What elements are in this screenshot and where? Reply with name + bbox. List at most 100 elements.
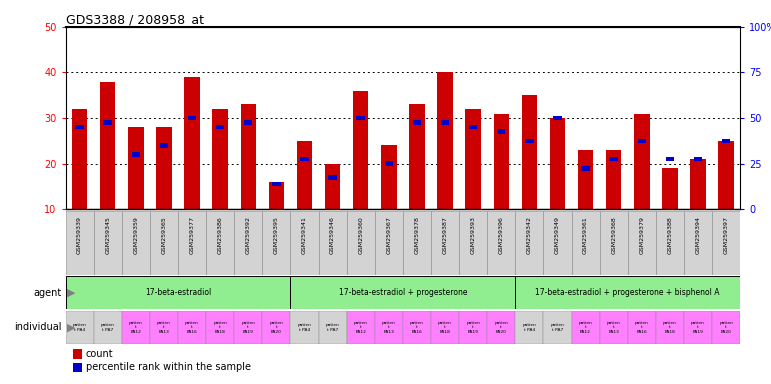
- Text: GSM259387: GSM259387: [443, 216, 447, 254]
- Bar: [188, 116, 197, 120]
- Bar: [178, 211, 206, 275]
- Bar: [719, 141, 734, 255]
- Text: patien
t
PA20: patien t PA20: [494, 321, 508, 334]
- Text: patien
t PA4: patien t PA4: [72, 323, 86, 332]
- Bar: [150, 311, 178, 344]
- Bar: [525, 139, 534, 143]
- Bar: [72, 109, 87, 255]
- Bar: [634, 114, 649, 255]
- Text: percentile rank within the sample: percentile rank within the sample: [86, 362, 251, 372]
- Bar: [437, 73, 453, 255]
- Bar: [656, 211, 684, 275]
- Text: GSM259365: GSM259365: [161, 216, 167, 254]
- Bar: [178, 311, 206, 344]
- Bar: [93, 311, 122, 344]
- Text: individual: individual: [14, 322, 62, 333]
- Bar: [628, 211, 656, 275]
- Text: GSM259345: GSM259345: [105, 216, 110, 254]
- Bar: [571, 311, 600, 344]
- Bar: [93, 211, 122, 275]
- Text: GSM259379: GSM259379: [639, 216, 645, 254]
- Bar: [690, 159, 705, 255]
- Text: GSM259339: GSM259339: [77, 216, 82, 254]
- Bar: [694, 157, 702, 161]
- Text: patien
t
PA19: patien t PA19: [691, 321, 705, 334]
- Text: 17-beta-estradiol + progesterone + bisphenol A: 17-beta-estradiol + progesterone + bisph…: [536, 288, 720, 297]
- Bar: [132, 152, 140, 157]
- Text: GSM259396: GSM259396: [499, 216, 503, 254]
- Text: patien
t
PA19: patien t PA19: [466, 321, 480, 334]
- Text: ▶: ▶: [67, 322, 76, 333]
- Bar: [466, 109, 481, 255]
- Bar: [375, 211, 402, 275]
- Bar: [544, 211, 571, 275]
- Bar: [297, 141, 312, 255]
- Text: GSM259368: GSM259368: [611, 216, 616, 254]
- Bar: [160, 143, 168, 148]
- Bar: [328, 175, 337, 180]
- Bar: [493, 114, 509, 255]
- Bar: [712, 311, 740, 344]
- Bar: [244, 120, 252, 125]
- Bar: [216, 125, 224, 129]
- Bar: [409, 104, 425, 255]
- Bar: [268, 182, 284, 255]
- Text: patien
t PA4: patien t PA4: [298, 323, 311, 332]
- Bar: [581, 166, 590, 170]
- Bar: [571, 211, 600, 275]
- Text: GSM259361: GSM259361: [583, 216, 588, 254]
- Text: patien
t
PA18: patien t PA18: [663, 321, 677, 334]
- Bar: [234, 311, 262, 344]
- Text: patien
t
PA16: patien t PA16: [635, 321, 648, 334]
- Text: GSM259394: GSM259394: [695, 216, 701, 254]
- Text: patien
t
PA12: patien t PA12: [578, 321, 592, 334]
- Bar: [522, 95, 537, 255]
- Bar: [656, 311, 684, 344]
- Bar: [385, 161, 393, 166]
- Bar: [712, 211, 740, 275]
- Bar: [606, 150, 621, 255]
- Text: agent: agent: [33, 288, 62, 298]
- Bar: [206, 211, 234, 275]
- Text: patien
t
PA13: patien t PA13: [607, 321, 621, 334]
- Bar: [431, 311, 459, 344]
- Bar: [347, 211, 375, 275]
- Bar: [262, 211, 291, 275]
- Bar: [234, 211, 262, 275]
- Bar: [469, 125, 477, 129]
- Text: count: count: [86, 349, 113, 359]
- Bar: [381, 146, 396, 255]
- Bar: [600, 311, 628, 344]
- Bar: [122, 211, 150, 275]
- Text: GSM259342: GSM259342: [527, 216, 532, 254]
- Bar: [76, 125, 84, 129]
- Text: GSM259386: GSM259386: [217, 216, 223, 254]
- Text: GSM259397: GSM259397: [724, 216, 729, 254]
- Bar: [66, 276, 291, 309]
- Bar: [347, 311, 375, 344]
- Text: GSM259393: GSM259393: [470, 216, 476, 254]
- Bar: [497, 129, 506, 134]
- Bar: [375, 311, 402, 344]
- Bar: [291, 311, 318, 344]
- Text: GSM259341: GSM259341: [302, 216, 307, 254]
- Bar: [318, 211, 347, 275]
- Text: patien
t
PA12: patien t PA12: [129, 321, 143, 334]
- Bar: [356, 116, 365, 120]
- Bar: [291, 276, 515, 309]
- Bar: [550, 118, 565, 255]
- Text: patien
t
PA19: patien t PA19: [241, 321, 255, 334]
- Bar: [66, 211, 93, 275]
- Bar: [412, 120, 421, 125]
- Bar: [600, 211, 628, 275]
- Text: patien
t
PA13: patien t PA13: [382, 321, 396, 334]
- Bar: [684, 311, 712, 344]
- Text: GSM259395: GSM259395: [274, 216, 279, 254]
- Text: GDS3388 / 208958_at: GDS3388 / 208958_at: [66, 13, 204, 26]
- Bar: [272, 182, 281, 187]
- Bar: [241, 104, 256, 255]
- Bar: [103, 120, 112, 125]
- Text: GSM259349: GSM259349: [555, 216, 560, 254]
- Text: patien
t
PA18: patien t PA18: [214, 321, 227, 334]
- Bar: [609, 157, 618, 161]
